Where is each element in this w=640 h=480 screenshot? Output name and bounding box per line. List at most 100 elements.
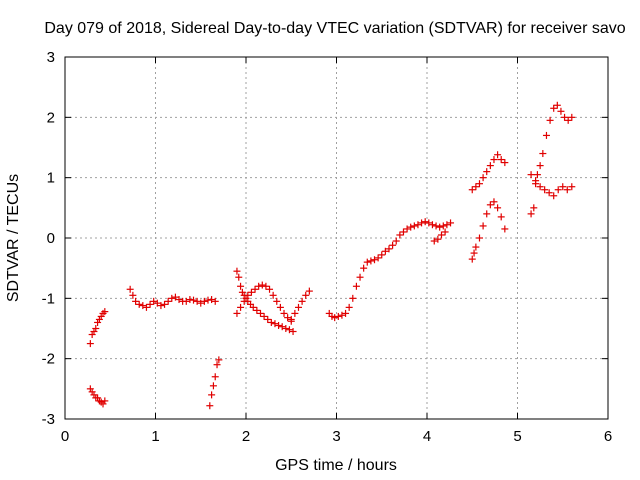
data-point bbox=[363, 258, 371, 266]
data-point bbox=[278, 323, 286, 331]
data-point bbox=[168, 294, 176, 302]
y-tick-label: 2 bbox=[47, 109, 55, 126]
data-point bbox=[436, 223, 444, 231]
data-point bbox=[92, 325, 100, 332]
data-point bbox=[501, 225, 509, 233]
grid-layer bbox=[65, 57, 608, 419]
data-point bbox=[211, 297, 219, 305]
data-point bbox=[550, 104, 558, 112]
data-point bbox=[437, 231, 445, 239]
data-point bbox=[244, 291, 252, 299]
data-point bbox=[237, 303, 245, 311]
data-point bbox=[233, 309, 241, 317]
data-point bbox=[550, 192, 558, 200]
x-tick-label: 0 bbox=[61, 428, 69, 445]
data-point bbox=[371, 256, 379, 264]
data-point bbox=[284, 314, 292, 322]
data-point bbox=[443, 221, 451, 229]
data-point bbox=[255, 282, 263, 290]
data-point bbox=[536, 183, 544, 191]
data-point bbox=[101, 308, 109, 316]
data-point bbox=[175, 296, 183, 304]
data-point bbox=[497, 213, 505, 221]
data-point bbox=[439, 222, 447, 230]
data-point bbox=[418, 219, 426, 227]
data-point bbox=[494, 204, 502, 212]
data-point bbox=[539, 150, 547, 158]
data-point bbox=[428, 221, 436, 229]
tick-layer: 0 1 2 3 4 5 6 -3 -2 -1 0 1 2 3 bbox=[42, 49, 613, 445]
data-point bbox=[262, 282, 270, 290]
data-point bbox=[497, 156, 505, 164]
data-point bbox=[249, 303, 257, 311]
x-tick-label: 2 bbox=[242, 428, 250, 445]
data-point bbox=[331, 314, 339, 322]
data-point bbox=[554, 186, 562, 194]
data-point bbox=[135, 300, 143, 308]
data-point bbox=[164, 297, 172, 305]
data-point bbox=[533, 171, 541, 179]
data-point bbox=[153, 299, 161, 307]
data-point bbox=[142, 303, 150, 311]
data-point bbox=[356, 273, 364, 281]
x-tick-label: 6 bbox=[604, 428, 612, 445]
data-point bbox=[385, 245, 393, 253]
data-point bbox=[251, 285, 259, 293]
data-point bbox=[541, 186, 549, 194]
data-point bbox=[260, 312, 268, 320]
x-tick-label: 4 bbox=[423, 428, 431, 445]
plot-frame bbox=[64, 56, 609, 420]
data-point bbox=[132, 297, 140, 305]
data-point bbox=[129, 291, 137, 299]
y-tick-label: -2 bbox=[42, 351, 55, 368]
data-point bbox=[253, 306, 261, 314]
data-point bbox=[490, 156, 498, 164]
data-point bbox=[233, 267, 241, 275]
data-point bbox=[302, 291, 310, 299]
data-point bbox=[381, 247, 389, 255]
data-point bbox=[561, 113, 569, 121]
data-point bbox=[530, 204, 538, 212]
data-point bbox=[472, 243, 480, 251]
data-point bbox=[360, 264, 368, 272]
data-point bbox=[213, 361, 221, 369]
data-point bbox=[215, 356, 223, 364]
data-point bbox=[289, 328, 297, 336]
data-point bbox=[209, 382, 217, 390]
y-tick-label: 1 bbox=[47, 170, 55, 187]
y-axis-label: SDTVAR / TECUs bbox=[5, 174, 22, 302]
data-point bbox=[139, 302, 147, 310]
data-point bbox=[204, 296, 212, 304]
data-point bbox=[258, 281, 266, 289]
x-tick-label: 5 bbox=[513, 428, 521, 445]
data-point bbox=[287, 315, 295, 323]
data-point bbox=[282, 325, 290, 332]
data-point bbox=[425, 219, 433, 227]
data-point bbox=[146, 300, 154, 308]
data-points bbox=[86, 101, 576, 410]
data-point bbox=[403, 225, 411, 233]
data-point bbox=[486, 201, 494, 209]
data-point bbox=[559, 183, 567, 191]
data-point bbox=[490, 198, 498, 206]
data-point bbox=[432, 222, 440, 230]
data-point bbox=[171, 293, 179, 301]
data-point bbox=[237, 282, 245, 290]
data-point bbox=[468, 255, 476, 263]
data-point bbox=[399, 228, 407, 236]
data-point bbox=[161, 300, 169, 308]
data-point bbox=[553, 101, 561, 109]
data-point bbox=[568, 183, 576, 191]
data-point bbox=[546, 116, 554, 124]
data-point bbox=[483, 168, 491, 176]
data-point bbox=[486, 162, 494, 170]
data-point bbox=[479, 222, 487, 230]
data-point bbox=[334, 312, 342, 320]
data-point bbox=[532, 177, 540, 185]
data-point bbox=[182, 297, 190, 305]
data-point bbox=[240, 297, 248, 305]
data-point bbox=[367, 257, 375, 265]
data-point bbox=[269, 291, 277, 299]
data-point bbox=[501, 159, 509, 167]
data-point bbox=[276, 303, 284, 311]
